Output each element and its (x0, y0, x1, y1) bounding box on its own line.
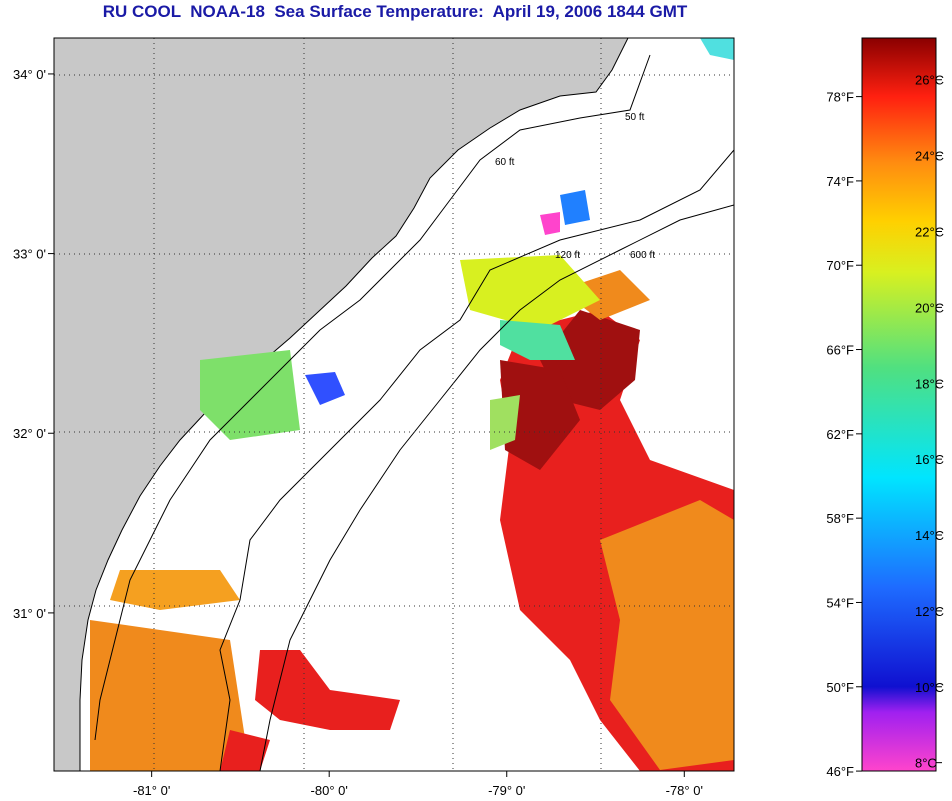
colorbar-c-label: 22°C (915, 224, 944, 239)
colorbar-c-label: 20°C (915, 300, 944, 315)
colorbar-f-label: 58°F (826, 511, 854, 526)
lat-tick-label: 32° 0' (13, 426, 46, 441)
lon-tick-label: -78° 0' (666, 783, 703, 798)
colorbar-c-label: 8°C (915, 756, 937, 771)
colorbar-c-label: 12°C (915, 604, 944, 619)
colorbar-c-label: 10°C (915, 680, 944, 695)
colorbar-f-label: 54°F (826, 595, 854, 610)
colorbar-f-label: 50°F (826, 680, 854, 695)
latitude-tick-labels: 34° 0' 33° 0' 32° 0' 31° 0' (13, 67, 54, 621)
lon-tick-label: -81° 0' (133, 783, 170, 798)
sst-data-patches (90, 38, 734, 771)
colorbar-f-label: 74°F (826, 174, 854, 189)
contour-label-120: 120 ft (555, 250, 580, 261)
contour-label-50: 50 ft (625, 112, 645, 123)
lon-tick-label: -79° 0' (488, 783, 525, 798)
land-area (54, 38, 629, 771)
colorbar-c-label: 18°C (915, 376, 944, 391)
lat-tick-label: 33° 0' (13, 247, 46, 262)
colorbar-f-label: 70°F (826, 258, 854, 273)
colorbar-f-label: 66°F (826, 343, 854, 358)
depth-contours (94, 54, 734, 771)
colorbar-fahrenheit-labels: 78°F 74°F 70°F 66°F 62°F 58°F 54°F 50°F 46°F (826, 90, 862, 779)
graticule (54, 38, 734, 771)
contour-label-600: 600 ft (630, 250, 655, 261)
colorbar (861, 37, 937, 772)
colorbar-f-label: 46°F (826, 764, 854, 779)
colorbar-c-label: 24°C (915, 149, 944, 164)
contour-label-60: 60 ft (495, 157, 515, 168)
lon-tick-label: -80° 0' (311, 783, 348, 798)
colorbar-f-label: 62°F (826, 427, 854, 442)
longitude-tick-labels: -81° 0' -80° 0' -79° 0' -78° 0' (133, 771, 703, 798)
lat-tick-label: 31° 0' (13, 606, 46, 621)
lat-tick-label: 34° 0' (13, 67, 46, 82)
colorbar-c-label: 16°C (915, 452, 944, 467)
colorbar-c-label: 26°C (915, 73, 944, 88)
colorbar-c-label: 14°C (915, 528, 944, 543)
map-title: RU COOL NOAA-18 Sea Surface Temperature:… (102, 2, 688, 21)
map-frame (53, 37, 735, 772)
colorbar-celsius-labels: 26°C 24°C 22°C 20°C 18°C 16°C 14°C 12°C 10°C 8°C (915, 73, 944, 771)
colorbar-f-label: 78°F (826, 90, 854, 105)
